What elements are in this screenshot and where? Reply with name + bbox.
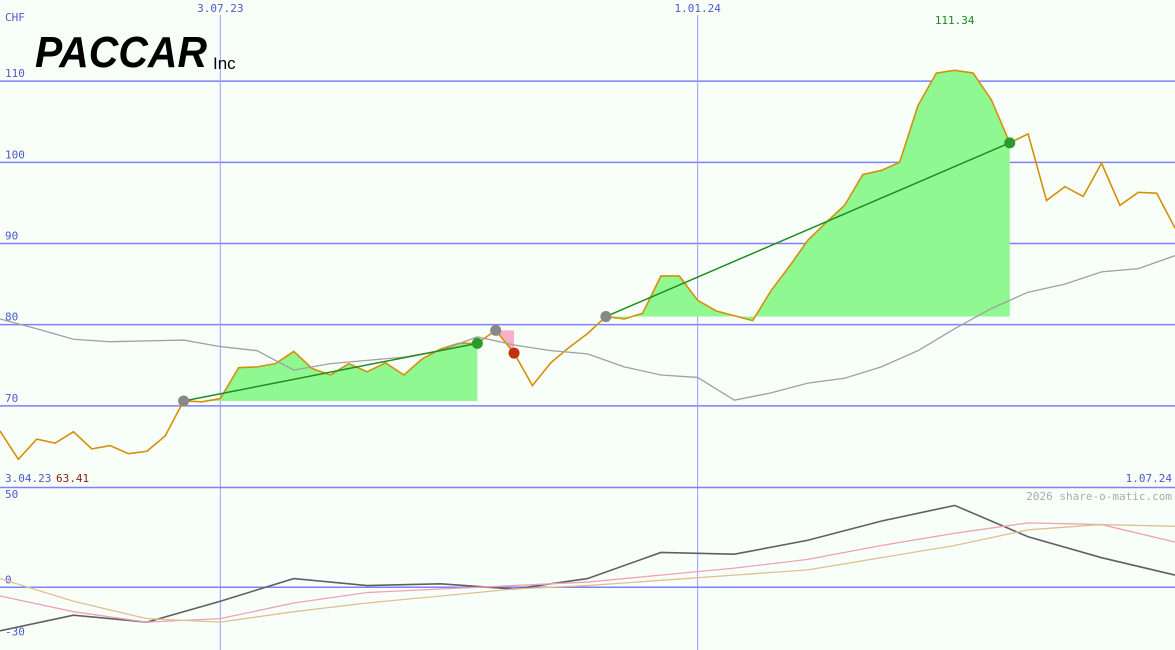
trade-line <box>183 342 478 402</box>
y-tick-label: 50 <box>5 488 18 501</box>
trade-entry <box>600 311 612 323</box>
y-unit: CHF <box>5 11 25 24</box>
trade-line <box>605 142 1011 318</box>
series-line <box>0 504 1175 632</box>
x-tick-label: 1.01.24 <box>674 2 721 15</box>
y-tick-label: 110 <box>5 67 25 80</box>
series-line <box>0 255 1175 401</box>
end-date: 1.07.24 <box>1126 472 1173 485</box>
trade-entry <box>178 395 190 407</box>
watermark: 2026 share-o-matic.com <box>1026 490 1172 503</box>
trade-entry <box>490 324 502 336</box>
logo: PACCAR <box>35 28 207 77</box>
trade-exit <box>471 337 483 349</box>
logo-suffix: Inc <box>213 54 236 73</box>
start-date: 3.04.23 <box>5 472 51 485</box>
series-line <box>0 523 1175 623</box>
y-tick-label: 70 <box>5 392 18 405</box>
trade-exit <box>1004 137 1016 149</box>
trade-exit <box>508 347 520 359</box>
y-tick-label: 0 <box>5 573 12 586</box>
max-label: 111.34 <box>935 14 975 27</box>
min-label: 63.41 <box>56 472 89 485</box>
series-line <box>0 522 1175 623</box>
series-line <box>0 69 1175 461</box>
y-tick-label: 90 <box>5 230 18 243</box>
trade-area <box>605 70 1010 321</box>
y-tick-label: 80 <box>5 311 18 324</box>
y-tick-label: 100 <box>5 148 25 161</box>
x-tick-label: 3.07.23 <box>197 2 243 15</box>
